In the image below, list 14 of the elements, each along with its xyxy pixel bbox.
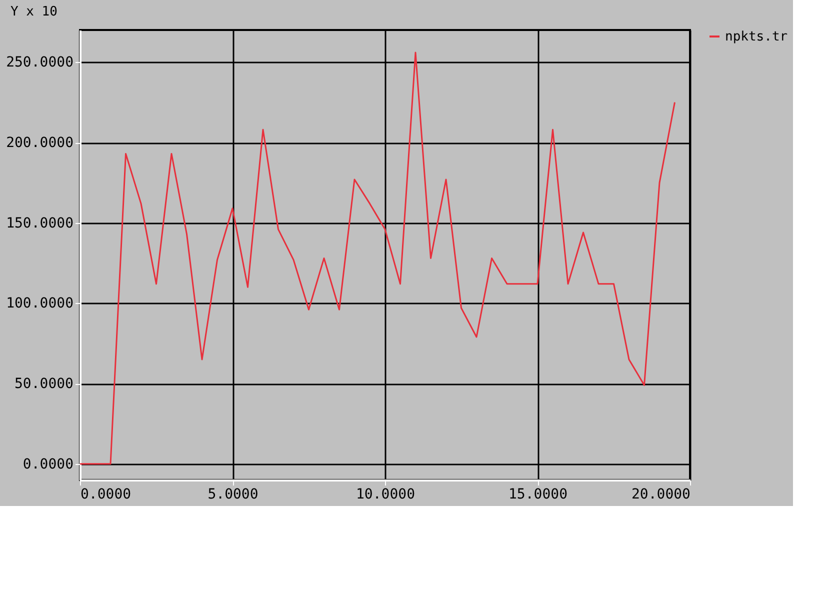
x-tick-label: 15.0000: [508, 486, 568, 502]
x-tick-label: 20.0000: [631, 486, 690, 502]
y-tick-label: 50.0000: [14, 376, 74, 392]
y-tick-label: 200.0000: [6, 135, 74, 151]
y-axis-title: Y x 10: [10, 4, 58, 20]
y-tick-label: 150.0000: [6, 215, 74, 232]
x-tick-label: 5.0000: [208, 486, 258, 502]
legend-label: npkts.tr: [725, 30, 788, 44]
line-series: [79, 52, 676, 465]
y-tick-label: 0.0000: [22, 456, 74, 472]
y-tick-label: 100.0000: [6, 296, 74, 312]
x-tick-label: 0.0000: [80, 486, 132, 502]
x-tick-label: 10.0000: [356, 486, 416, 502]
y-tick-label: 250.0000: [6, 54, 74, 71]
